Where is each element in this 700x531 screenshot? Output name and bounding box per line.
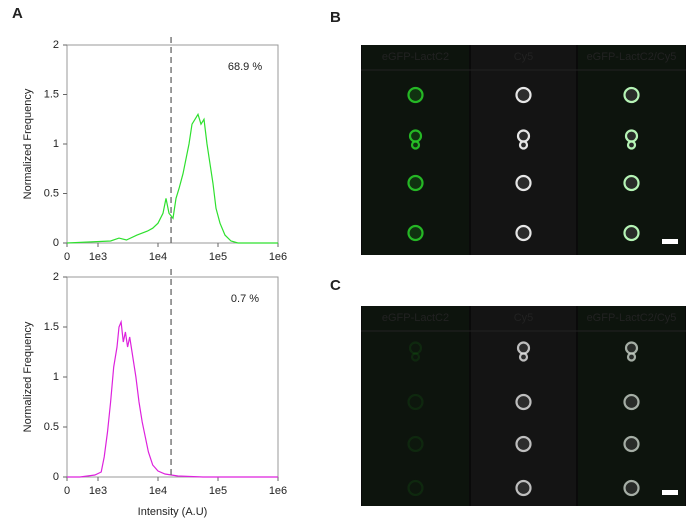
- x-tick-label: 1e6: [269, 485, 287, 497]
- x-tick-label: 1e5: [209, 251, 227, 263]
- y-tick-label: 0.5: [44, 187, 59, 199]
- histogram-line: [66, 112, 278, 244]
- cell: [626, 140, 637, 150]
- cell: [623, 86, 640, 104]
- cell: [624, 341, 639, 355]
- cell: [408, 129, 423, 143]
- x-tick-label: 0: [64, 485, 70, 497]
- image-column: [471, 45, 576, 255]
- y-tick-label: 2: [53, 271, 59, 283]
- x-tick-label: 1e3: [89, 485, 107, 497]
- cell: [515, 435, 532, 453]
- cell: [407, 174, 424, 192]
- cell: [516, 129, 531, 143]
- panel-letter: B: [330, 9, 341, 26]
- panel-letter: C: [330, 277, 341, 294]
- cell: [410, 352, 421, 362]
- cell: [623, 479, 640, 497]
- y-tick-label: 1.5: [44, 88, 59, 100]
- cell: [626, 352, 637, 362]
- cell: [410, 140, 421, 150]
- cell: [407, 435, 424, 453]
- cell: [623, 174, 640, 192]
- cell: [623, 224, 640, 242]
- annotation: 0.7 %: [231, 293, 259, 305]
- cell: [515, 393, 532, 411]
- y-tick-label: 1: [53, 138, 59, 150]
- y-tick-label: 1.5: [44, 321, 59, 333]
- y-tick-label: 0: [53, 237, 59, 249]
- panel-letter: A: [12, 5, 23, 22]
- column-label: Cy5: [514, 51, 534, 63]
- cell: [518, 140, 529, 150]
- cell: [624, 129, 639, 143]
- cell: [407, 224, 424, 242]
- cell: [518, 352, 529, 362]
- plot-frame: [66, 276, 279, 478]
- y-tick-label: 0.5: [44, 421, 59, 433]
- column-label: eGFP-LactC2: [382, 51, 449, 63]
- cell: [515, 224, 532, 242]
- x-tick-label: 0: [64, 251, 70, 263]
- cell: [516, 341, 531, 355]
- x-tick-label: 1e3: [89, 251, 107, 263]
- y-tick-label: 0: [53, 471, 59, 483]
- image-column: [578, 45, 685, 255]
- y-tick-label: 2: [53, 39, 59, 51]
- cell: [623, 393, 640, 411]
- x-tick-label: 1e4: [149, 485, 167, 497]
- plot-frame: [66, 44, 279, 244]
- cell: [408, 341, 423, 355]
- y-axis-label: Normalized Frequency: [22, 321, 34, 432]
- column-label: Cy5: [514, 312, 534, 324]
- column-label: eGFP-LactC2: [382, 312, 449, 324]
- cell: [407, 479, 424, 497]
- column-label: eGFP-LactC2/Cy5: [587, 51, 677, 63]
- cell: [623, 435, 640, 453]
- cell: [407, 393, 424, 411]
- x-tick-label: 1e4: [149, 251, 167, 263]
- scale-bar: [662, 239, 678, 244]
- cell: [515, 174, 532, 192]
- cell: [407, 86, 424, 104]
- cell: [515, 86, 532, 104]
- scale-bar: [662, 490, 678, 495]
- column-label: eGFP-LactC2/Cy5: [587, 312, 677, 324]
- cell: [515, 479, 532, 497]
- x-axis-label: Intensity (A.U): [138, 506, 208, 518]
- histogram-line: [67, 319, 278, 478]
- y-axis-label: Normalized Frequency: [22, 88, 34, 199]
- image-column: [362, 45, 469, 255]
- annotation: 68.9 %: [228, 61, 262, 73]
- x-tick-label: 1e5: [209, 485, 227, 497]
- x-tick-label: 1e6: [269, 251, 287, 263]
- y-tick-label: 1: [53, 371, 59, 383]
- image-column: [362, 306, 469, 506]
